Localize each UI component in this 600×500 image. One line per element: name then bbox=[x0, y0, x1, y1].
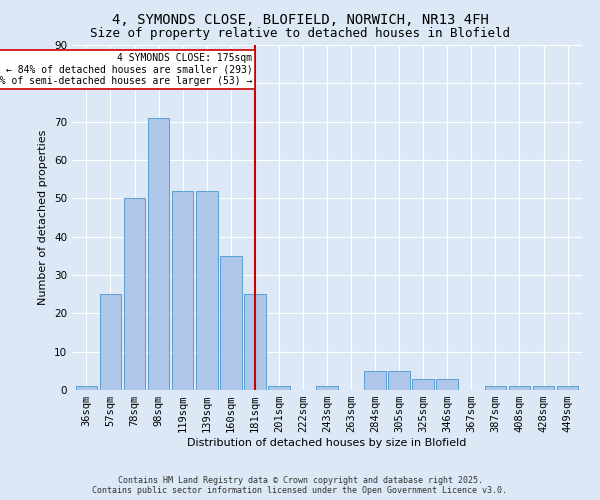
Bar bbox=[244, 294, 266, 390]
Bar bbox=[364, 371, 386, 390]
Bar bbox=[509, 386, 530, 390]
Bar bbox=[124, 198, 145, 390]
Bar bbox=[268, 386, 290, 390]
Bar bbox=[533, 386, 554, 390]
Text: Contains HM Land Registry data © Crown copyright and database right 2025.
Contai: Contains HM Land Registry data © Crown c… bbox=[92, 476, 508, 495]
X-axis label: Distribution of detached houses by size in Blofield: Distribution of detached houses by size … bbox=[187, 438, 467, 448]
Bar bbox=[220, 256, 242, 390]
Bar bbox=[388, 371, 410, 390]
Bar bbox=[148, 118, 169, 390]
Bar bbox=[196, 190, 218, 390]
Bar bbox=[172, 190, 193, 390]
Bar bbox=[412, 378, 434, 390]
Bar bbox=[557, 386, 578, 390]
Bar bbox=[100, 294, 121, 390]
Bar bbox=[76, 386, 97, 390]
Text: 4, SYMONDS CLOSE, BLOFIELD, NORWICH, NR13 4FH: 4, SYMONDS CLOSE, BLOFIELD, NORWICH, NR1… bbox=[112, 12, 488, 26]
Bar bbox=[485, 386, 506, 390]
Bar bbox=[436, 378, 458, 390]
Text: 4 SYMONDS CLOSE: 175sqm
← 84% of detached houses are smaller (293)
15% of semi-d: 4 SYMONDS CLOSE: 175sqm ← 84% of detache… bbox=[0, 52, 253, 86]
Y-axis label: Number of detached properties: Number of detached properties bbox=[38, 130, 49, 305]
Text: Size of property relative to detached houses in Blofield: Size of property relative to detached ho… bbox=[90, 28, 510, 40]
Bar bbox=[316, 386, 338, 390]
